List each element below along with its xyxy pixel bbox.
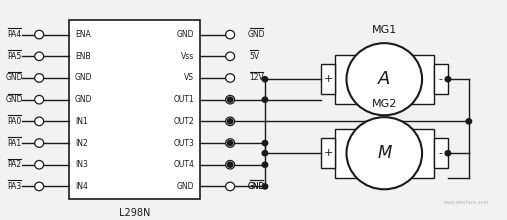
Text: OUT1: OUT1	[173, 95, 194, 104]
Text: PA3: PA3	[7, 182, 21, 191]
Circle shape	[227, 118, 234, 125]
Circle shape	[34, 52, 44, 60]
Circle shape	[226, 160, 235, 169]
Text: GND: GND	[75, 95, 92, 104]
Text: 12V: 12V	[249, 73, 264, 82]
Circle shape	[262, 183, 268, 190]
Text: OUT4: OUT4	[173, 160, 194, 169]
Text: PA4: PA4	[7, 30, 21, 39]
Text: OUT3: OUT3	[173, 139, 194, 148]
Circle shape	[226, 95, 235, 104]
Text: VS: VS	[185, 73, 194, 82]
Text: ENA: ENA	[75, 30, 91, 39]
Circle shape	[226, 74, 235, 82]
Text: GND: GND	[177, 182, 194, 191]
Text: PA2: PA2	[7, 160, 21, 169]
Circle shape	[226, 139, 235, 147]
Bar	[335, 55, 434, 104]
Circle shape	[227, 96, 234, 103]
Circle shape	[465, 118, 473, 125]
Text: MG2: MG2	[372, 99, 397, 109]
Text: GND: GND	[247, 30, 265, 39]
Text: OUT2: OUT2	[173, 117, 194, 126]
Circle shape	[346, 117, 422, 189]
Circle shape	[262, 96, 268, 103]
Circle shape	[34, 182, 44, 191]
Circle shape	[445, 76, 451, 82]
Text: L298N: L298N	[119, 208, 151, 218]
Text: PA5: PA5	[7, 52, 21, 61]
Bar	[69, 20, 200, 199]
Bar	[335, 128, 434, 178]
Text: GND: GND	[247, 182, 265, 191]
Text: GND: GND	[75, 73, 92, 82]
Text: 5V: 5V	[249, 52, 259, 61]
Circle shape	[262, 140, 268, 146]
Text: IN3: IN3	[75, 160, 88, 169]
Text: www.elecfans.com: www.elecfans.com	[443, 200, 489, 205]
Circle shape	[34, 74, 44, 82]
Circle shape	[34, 139, 44, 147]
Text: GND: GND	[6, 73, 23, 82]
Text: PA1: PA1	[7, 139, 21, 148]
Text: GND: GND	[247, 182, 265, 191]
Text: -: -	[438, 74, 442, 84]
Text: IN4: IN4	[75, 182, 88, 191]
Text: +: +	[324, 74, 333, 84]
Text: IN1: IN1	[75, 117, 88, 126]
Text: ENB: ENB	[75, 52, 91, 61]
Circle shape	[227, 161, 234, 168]
Bar	[320, 64, 335, 94]
Text: MG1: MG1	[372, 25, 397, 35]
Circle shape	[346, 43, 422, 115]
Circle shape	[262, 161, 268, 168]
Circle shape	[34, 95, 44, 104]
Bar	[434, 64, 448, 94]
Text: GND: GND	[6, 95, 23, 104]
Circle shape	[227, 140, 234, 146]
Circle shape	[34, 30, 44, 39]
Text: PA0: PA0	[7, 117, 21, 126]
Text: +: +	[324, 148, 333, 158]
Text: GND: GND	[177, 30, 194, 39]
Circle shape	[34, 117, 44, 126]
Text: M: M	[377, 144, 391, 162]
Circle shape	[226, 117, 235, 126]
Circle shape	[34, 160, 44, 169]
Text: IN2: IN2	[75, 139, 88, 148]
Bar	[320, 138, 335, 168]
Bar	[434, 138, 448, 168]
Text: Vss: Vss	[181, 52, 194, 61]
Circle shape	[226, 30, 235, 39]
Circle shape	[262, 150, 268, 157]
Circle shape	[226, 52, 235, 60]
Circle shape	[262, 76, 268, 82]
Text: A: A	[378, 70, 390, 88]
Circle shape	[226, 182, 235, 191]
Circle shape	[445, 150, 451, 157]
Text: -: -	[438, 148, 442, 158]
